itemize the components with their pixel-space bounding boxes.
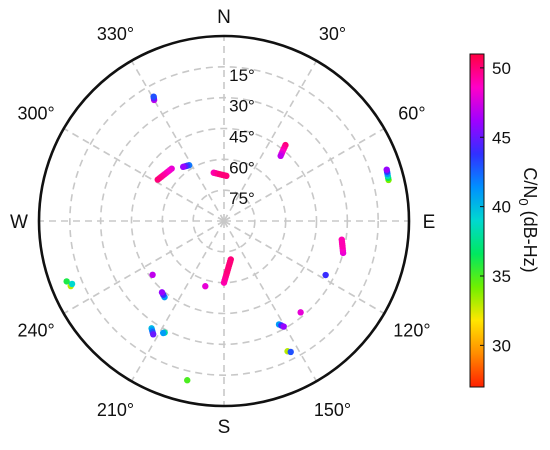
satellite-point [223, 172, 230, 180]
satellite-tracks [63, 93, 392, 384]
elevation-ring [130, 127, 318, 315]
azimuth-label: 30° [319, 24, 346, 44]
azimuth-label: 240° [17, 321, 54, 341]
satellite-point [287, 348, 294, 356]
satellite-point [383, 166, 390, 173]
azimuth-label: 330° [97, 24, 134, 44]
satellite-track [210, 169, 230, 180]
satellite-track [220, 256, 234, 286]
satellite-track [150, 93, 158, 104]
satellite-track [184, 377, 191, 384]
colorbar-label-unit: (dB-Hz) [520, 206, 540, 273]
satellite-point [63, 278, 70, 285]
satellite-track [275, 321, 287, 330]
colorbar-tick-label: 45 [492, 128, 511, 147]
azimuth-spoke [223, 127, 385, 222]
satellite-track [284, 348, 294, 356]
polar-grid [39, 36, 409, 406]
satellite-track [179, 162, 193, 171]
colorbar-label-main: C/N [520, 167, 540, 198]
elevation-ring [69, 66, 379, 376]
azimuth-spoke [223, 220, 385, 315]
azimuth-spoke [63, 220, 225, 315]
satellite-point [149, 271, 156, 279]
satellite-track [383, 166, 392, 184]
elevation-label: 45° [229, 128, 255, 147]
satellite-track [338, 236, 347, 257]
satellite-point [227, 256, 234, 263]
elevation-label: 60° [229, 158, 255, 177]
elevation-label: 30° [229, 97, 255, 116]
satellite-track [159, 329, 168, 337]
colorbar-tick-label: 40 [492, 198, 511, 217]
azimuth-labels: 30° 60° 120° 150° 210° 240° 300° 330° [17, 24, 430, 420]
satellite-point [150, 331, 157, 338]
satellite-track [277, 141, 289, 160]
azimuth-spoke [223, 60, 318, 222]
satellite-track [67, 280, 76, 290]
satellite-point [184, 377, 191, 384]
azimuth-label: 150° [314, 400, 351, 420]
satellite-point [322, 271, 329, 279]
satellite-track [297, 309, 304, 316]
elevation-label: 75° [229, 189, 255, 208]
satellite-track [63, 278, 70, 285]
satellite-track [202, 283, 209, 290]
colorbar-tick-label: 30 [492, 336, 511, 355]
satellite-point [68, 280, 76, 288]
azimuth-spoke [223, 220, 318, 382]
elevation-labels: 15° 30° 45° 60° 75° [229, 66, 255, 208]
satellite-point [277, 152, 284, 160]
azimuth-spoke [63, 127, 225, 222]
satellite-track [322, 271, 329, 279]
satellite-point [154, 176, 161, 183]
satellite-point [280, 323, 287, 330]
azimuth-label: 60° [398, 104, 425, 124]
colorbar-gradient [469, 53, 485, 388]
satellite-track [149, 271, 156, 279]
satellite-track [158, 289, 168, 301]
compass-south: S [218, 417, 231, 438]
compass-north: N [217, 7, 231, 28]
colorbar-label-sub: 0 [516, 198, 531, 205]
colorbar-tick-label: 35 [492, 267, 511, 286]
satellite-point [158, 289, 166, 296]
colorbar-label: C/N0 (dB-Hz) [516, 167, 540, 272]
colorbar-ticks: 30 35 40 45 50 [480, 59, 511, 355]
satellite-track [148, 325, 157, 338]
satellite-point [338, 236, 345, 243]
satellite-point [297, 309, 304, 316]
horizon-circle [37, 34, 411, 408]
satellite-point [150, 93, 157, 100]
azimuth-spoke [130, 220, 225, 382]
satellite-point [179, 163, 187, 171]
satellite-track [154, 165, 175, 183]
azimuth-spoke [130, 60, 225, 222]
elevation-label: 15° [229, 66, 255, 85]
azimuth-label: 210° [97, 400, 134, 420]
compass-east: E [423, 212, 436, 233]
azimuth-label: 120° [393, 321, 430, 341]
compass-west: W [10, 212, 28, 233]
colorbar-tick-label: 50 [492, 59, 511, 78]
colorbar: 30 35 40 45 50 C/N0 (dB-Hz) [469, 53, 540, 388]
azimuth-label: 300° [17, 104, 54, 124]
satellite-point [159, 329, 167, 337]
satellite-point [202, 283, 209, 290]
